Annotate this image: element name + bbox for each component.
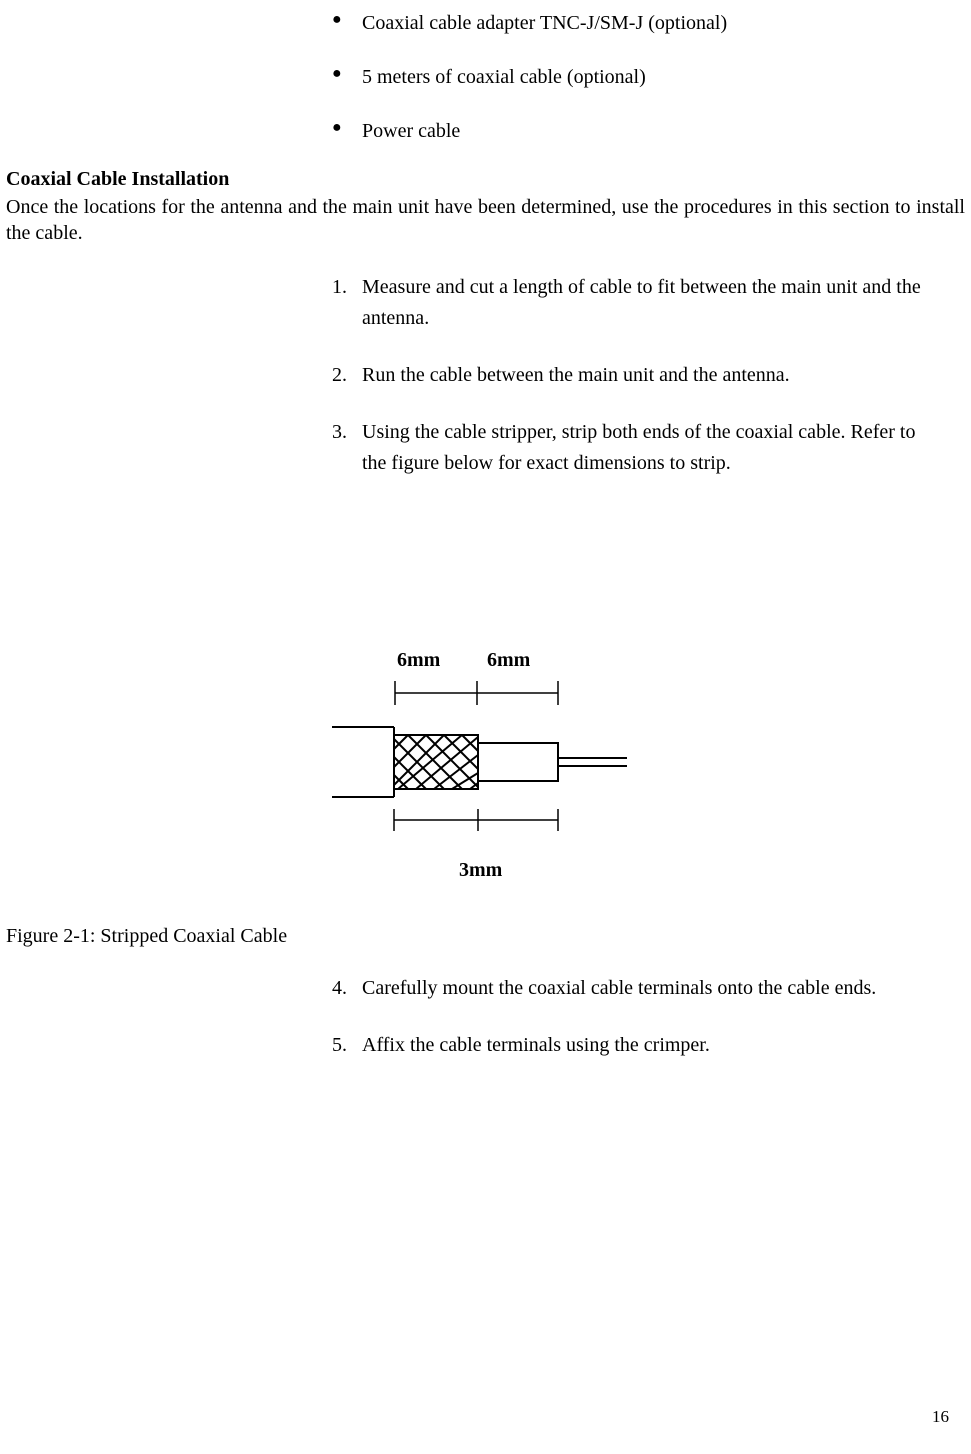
step-number: 5. [332, 1030, 362, 1061]
numbered-list: 1. Measure and cut a length of cable to … [332, 272, 965, 479]
bullet-text: Power cable [362, 118, 965, 144]
step-text: Measure and cut a length of cable to fit… [362, 272, 965, 334]
numbered-item: 1. Measure and cut a length of cable to … [332, 272, 965, 334]
figure-stripped-cable: 6mm 6mm 3mm [332, 649, 642, 879]
numbered-item: 4. Carefully mount the coaxial cable ter… [332, 973, 965, 1004]
step-number: 1. [332, 272, 362, 334]
bullet-list: ● Coaxial cable adapter TNC-J/SM-J (opti… [332, 10, 965, 144]
bullet-item: ● 5 meters of coaxial cable (optional) [332, 64, 965, 90]
dimension-label-bottom: 3mm [459, 857, 502, 883]
step-text: Using the cable stripper, strip both end… [362, 417, 965, 479]
bullet-icon: ● [332, 118, 362, 144]
bullet-text: Coaxial cable adapter TNC-J/SM-J (option… [362, 10, 965, 36]
intro-paragraph: Once the locations for the antenna and t… [6, 194, 965, 246]
step-text: Run the cable between the main unit and … [362, 360, 965, 391]
figure-caption: Figure 2-1: Stripped Coaxial Cable [6, 923, 965, 949]
dimension-label-right: 6mm [487, 647, 530, 673]
page-number: 16 [932, 1406, 949, 1428]
bullet-item: ● Power cable [332, 118, 965, 144]
numbered-item: 2. Run the cable between the main unit a… [332, 360, 965, 391]
step-number: 4. [332, 973, 362, 1004]
step-text: Affix the cable terminals using the crim… [362, 1030, 965, 1061]
step-number: 2. [332, 360, 362, 391]
bullet-icon: ● [332, 64, 362, 90]
bullet-icon: ● [332, 10, 362, 36]
bullet-text: 5 meters of coaxial cable (optional) [362, 64, 965, 90]
section-heading: Coaxial Cable Installation [6, 166, 965, 192]
bullet-item: ● Coaxial cable adapter TNC-J/SM-J (opti… [332, 10, 965, 36]
cable-diagram-svg [332, 649, 642, 879]
numbered-item: 3. Using the cable stripper, strip both … [332, 417, 965, 479]
step-number: 3. [332, 417, 362, 479]
dimension-label-left: 6mm [397, 647, 440, 673]
numbered-list-continued: 4. Carefully mount the coaxial cable ter… [332, 973, 965, 1061]
numbered-item: 5. Affix the cable terminals using the c… [332, 1030, 965, 1061]
step-text: Carefully mount the coaxial cable termin… [362, 973, 965, 1004]
